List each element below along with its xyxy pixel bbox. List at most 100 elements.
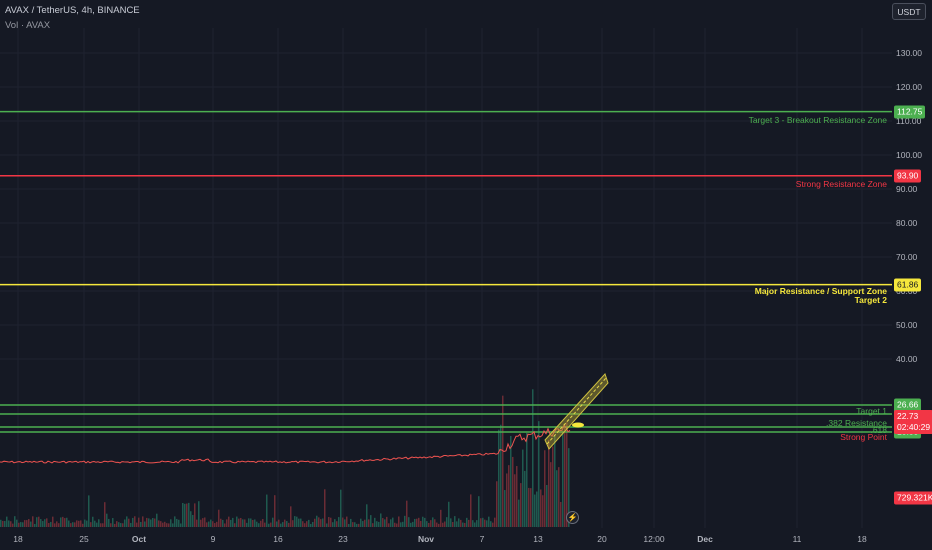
volume-bar [56,521,58,527]
volume-bar [214,523,216,527]
volume-bar [334,519,336,527]
volume-bar [330,517,332,527]
volume-bar [102,523,104,527]
volume-bar [136,522,138,527]
volume-bar [388,523,390,527]
volume-bar [562,431,564,527]
volume-bar [226,519,228,527]
volume-bar [392,517,394,527]
volume-bar [22,522,24,527]
volume-bar [470,494,472,527]
volume-bar [398,516,400,527]
volume-bar [144,521,146,527]
volume-bar [82,523,84,527]
volume-bar [484,519,486,527]
lightning-icon[interactable]: ⚡ [566,511,579,524]
volume-bar [178,519,180,527]
volume-bar [142,516,144,527]
time-axis-label: 16 [273,534,283,544]
volume-bar [318,517,320,527]
volume-bar [256,521,258,527]
volume-bar [206,522,208,527]
volume-bar [242,519,244,527]
volume-bar [542,495,544,527]
volume-bar [526,432,528,527]
volume-bar [548,440,550,527]
volume-bar [200,519,202,527]
volume-bar [348,523,350,527]
volume-bar [366,504,368,527]
volume-bar [468,519,470,527]
volume-bar [478,496,480,527]
volume-bar [414,518,416,527]
volume-bar [24,520,26,527]
volume-bar [382,518,384,527]
volume-bar [194,503,196,527]
volume-bar [550,462,552,527]
volume-bar [76,520,78,527]
current-price-value: 22.73 [897,411,919,421]
volume-bar [426,521,428,527]
volume-bar [264,522,266,527]
volume-bar [364,519,366,527]
volume-bar [162,522,164,527]
volume-bar [534,494,536,527]
volume-bar [16,519,18,527]
volume-bar [444,521,446,527]
volume-bar [2,520,4,527]
volume-bar [480,518,482,527]
volume-bar [122,523,124,527]
volume-bar [36,517,38,527]
volume-bar [308,519,310,527]
volume-bar [490,521,492,527]
volume-bar [210,519,212,527]
time-axis-label: 25 [79,534,89,544]
volume-bar [182,502,184,527]
volume-bar [560,501,562,527]
volume-bar [240,517,242,527]
channel-marker [572,422,584,428]
volume-bar [212,521,214,527]
volume-bar [32,516,34,527]
volume-bar [196,519,198,527]
volume-bar [424,517,426,527]
volume-title: Vol · AVAX [5,20,51,31]
volume-bar [46,518,48,527]
volume-bar [244,519,246,527]
level-label: Major Resistance / Support Zone [754,285,887,296]
level-label: .618 [870,425,887,435]
time-axis-label: 18 [13,534,23,544]
volume-bars [0,389,570,527]
volume-bar [420,520,422,527]
volume-bar [188,502,190,527]
volume-bar [86,520,88,527]
volume-bar [498,429,500,527]
projection-channel [544,373,609,450]
volume-bar [60,517,62,527]
current-price-tag: 22.73 02:40:29 [894,410,932,434]
volume-bar [222,519,224,527]
volume-bar [502,395,504,527]
volume-bar [500,424,502,527]
volume-bar [266,494,268,527]
volume-bar [98,519,100,527]
volume-bar [452,522,454,527]
currency-button[interactable]: USDT [892,3,926,20]
volume-bar [464,522,466,527]
time-axis-label: Nov [417,534,435,544]
volume-bar [274,495,276,527]
volume-bar [124,519,126,527]
volume-bar [114,523,116,527]
volume-bar [428,522,430,527]
volume-bar [170,519,172,527]
volume-bar [42,521,44,527]
volume-bar [154,518,156,527]
price-axis-label: 90.00 [896,184,918,194]
volume-bar [430,520,432,527]
volume-bar [462,522,464,527]
volume-bar [354,522,356,527]
volume-bar [134,516,136,527]
volume-bar [474,522,476,527]
